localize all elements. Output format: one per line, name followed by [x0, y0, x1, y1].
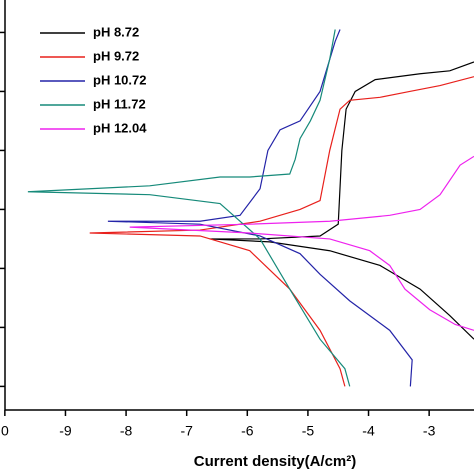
- curve: [89, 76, 474, 387]
- legend-label: pH 10.72: [93, 72, 146, 87]
- legend-label: pH 11.72: [93, 96, 146, 111]
- curve: [107, 29, 413, 387]
- curve: [129, 155, 474, 331]
- legend-label: pH 8.72: [93, 24, 139, 39]
- x-tick-label: -5: [302, 423, 315, 439]
- x-tick-label: -7: [180, 423, 193, 439]
- curve: [209, 61, 474, 340]
- curve: [27, 29, 351, 387]
- x-axis-title: Current density(A/cm²): [194, 453, 357, 470]
- legend-label: pH 9.72: [93, 48, 139, 63]
- legend-label: pH 12.04: [93, 120, 147, 135]
- x-tick-label: 0: [1, 423, 9, 439]
- x-tick-label: -4: [362, 423, 375, 439]
- x-tick-label: -9: [59, 423, 72, 439]
- x-tick-label: -3: [423, 423, 436, 439]
- x-tick-label: -6: [241, 423, 254, 439]
- x-tick-label: -8: [120, 423, 133, 439]
